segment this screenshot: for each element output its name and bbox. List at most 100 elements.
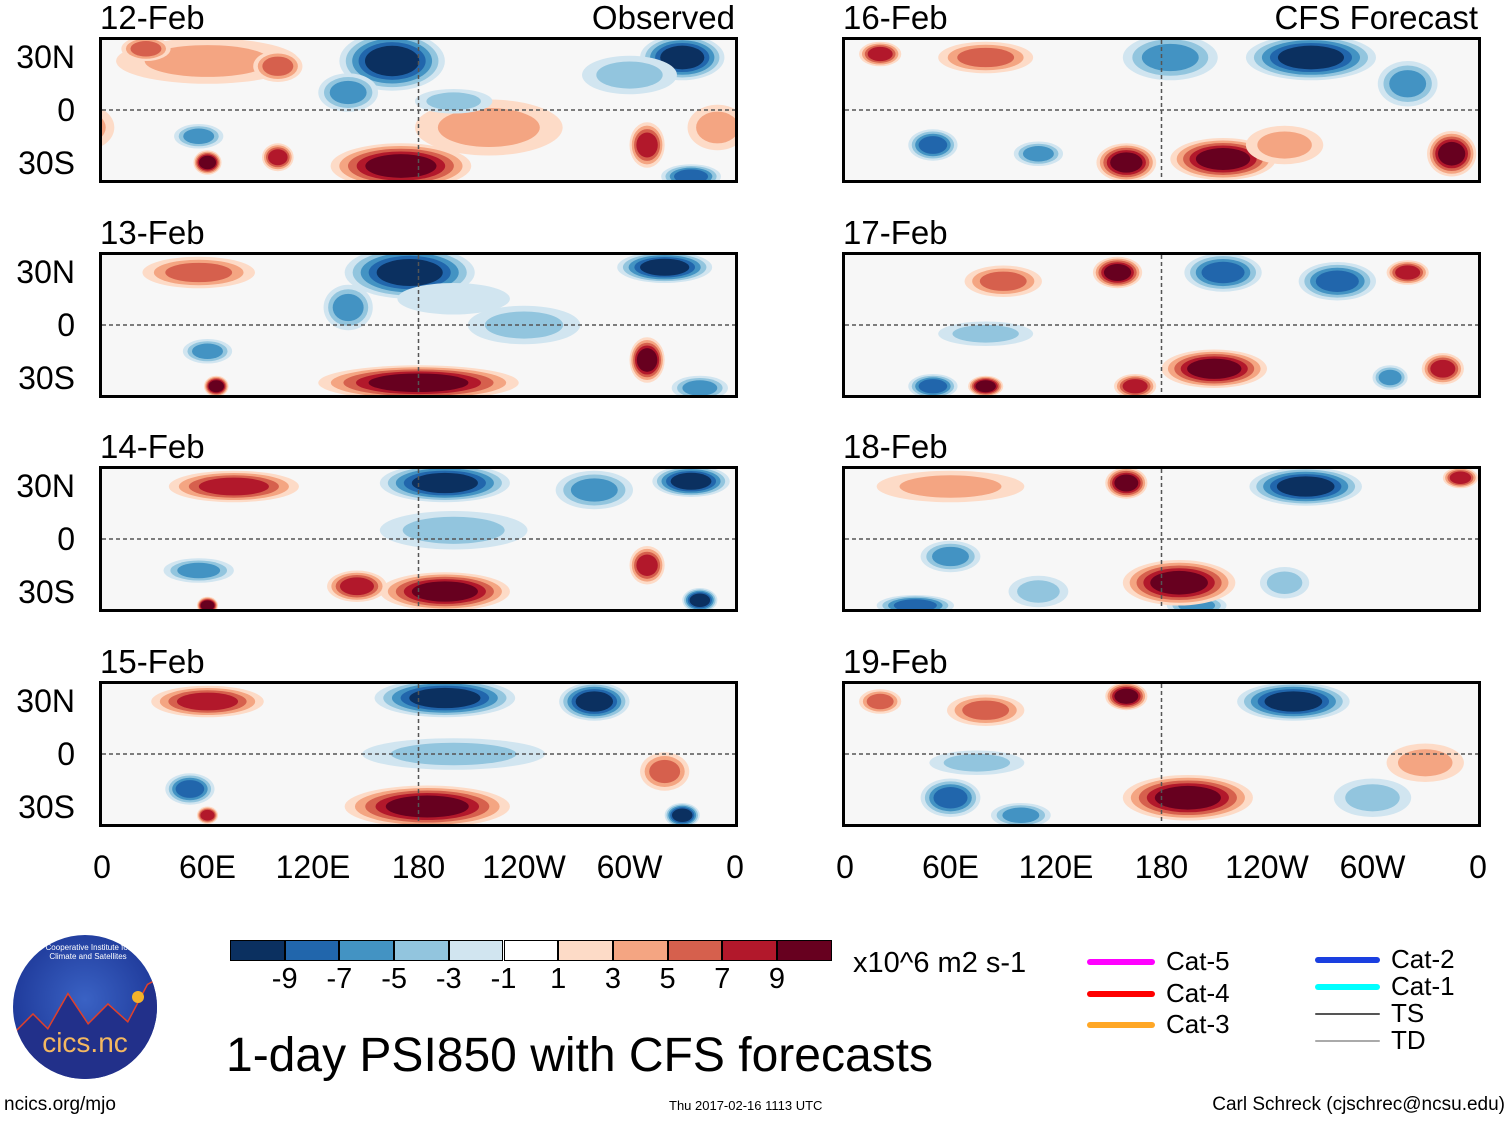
colorbar-label: 7 xyxy=(714,963,731,995)
panel-date: 15-Feb xyxy=(100,643,205,680)
anomaly-contour xyxy=(1187,358,1242,379)
lat-label: 30S xyxy=(18,145,75,181)
colorbar-label: -7 xyxy=(326,963,353,995)
anomaly-contour xyxy=(102,118,106,137)
anomaly-contour xyxy=(1437,141,1466,166)
colorbar-label: 5 xyxy=(659,963,676,995)
anomaly-contour xyxy=(1276,476,1335,497)
colorbar-label: 1 xyxy=(550,963,567,995)
storm-line-cat-5 xyxy=(1087,959,1155,965)
colorbar-swatch xyxy=(284,940,340,961)
panel-date: 16-Feb xyxy=(843,0,948,36)
lat-label: 30S xyxy=(18,789,75,825)
map-panel-16-feb xyxy=(842,37,1481,183)
storm-line-cat-2 xyxy=(1315,957,1380,963)
logo-ring-text: Cooperative Institute for Climate and Sa… xyxy=(45,943,131,961)
lon-label: 120E xyxy=(1018,849,1094,885)
figure-title: 1-day PSI850 with CFS forecasts xyxy=(226,1029,933,1082)
footer-url[interactable]: ncics.org/mjo xyxy=(4,1094,116,1115)
colorbar-label: -5 xyxy=(381,963,407,995)
storm-line-cat-3 xyxy=(1087,1022,1155,1028)
lat-label: 30S xyxy=(18,360,75,396)
anomaly-contour xyxy=(192,343,223,359)
anomaly-contour xyxy=(1257,131,1312,159)
anomaly-contour xyxy=(867,46,893,62)
storm-label: TD xyxy=(1391,1025,1426,1055)
anomaly-contour xyxy=(426,92,481,111)
anomaly-contour xyxy=(660,45,705,70)
lon-label: 60W xyxy=(596,849,663,885)
lat-label: 30N xyxy=(16,468,75,504)
anomaly-contour xyxy=(596,61,663,89)
lon-label: 60W xyxy=(1339,849,1406,885)
anomaly-contour xyxy=(636,348,658,372)
anomaly-contour xyxy=(262,56,294,76)
anomaly-contour xyxy=(636,554,658,576)
anomaly-contour xyxy=(144,45,271,77)
anomaly-contour xyxy=(339,577,374,596)
lon-label: 0 xyxy=(93,849,111,885)
anomaly-contour xyxy=(1389,70,1427,98)
storm-line-cat-1 xyxy=(1315,984,1380,990)
lat-label: 30S xyxy=(18,574,75,610)
map-panel-12-feb xyxy=(99,37,738,183)
anomaly-contour xyxy=(933,787,968,809)
psi850-field xyxy=(102,684,735,824)
anomaly-contour xyxy=(1430,359,1456,378)
anomaly-contour xyxy=(411,472,478,494)
anomaly-contour xyxy=(918,136,948,154)
anomaly-contour xyxy=(899,475,1002,498)
colorbar-swatch xyxy=(612,940,668,961)
anomaly-contour xyxy=(1397,749,1453,777)
anomaly-contour xyxy=(952,324,1019,343)
panel-source-tag: Observed xyxy=(591,0,735,36)
logo-text: cics.nc xyxy=(42,1027,128,1058)
anomaly-contour xyxy=(1277,45,1345,70)
storm-label: Cat-5 xyxy=(1166,946,1230,976)
anomaly-contour xyxy=(674,169,709,180)
colorbar-swatch xyxy=(558,940,613,961)
colorbar-swatch xyxy=(230,940,285,961)
colorbar-label: -1 xyxy=(490,963,517,995)
anomaly-contour xyxy=(1195,148,1251,170)
anomaly-contour xyxy=(670,472,712,490)
anomaly-contour xyxy=(1378,369,1402,386)
anomaly-contour xyxy=(402,516,505,544)
lat-label: 30N xyxy=(16,254,75,290)
anomaly-contour xyxy=(649,759,681,784)
psi850-field xyxy=(845,469,1478,609)
lon-label: 120W xyxy=(1225,849,1309,885)
storm-label: Cat-1 xyxy=(1391,971,1455,1001)
storm-label: Cat-2 xyxy=(1391,944,1455,974)
anomaly-contour xyxy=(570,478,618,502)
map-panel-14-feb xyxy=(99,466,738,612)
anomaly-contour xyxy=(893,599,937,609)
colorbar-swatch xyxy=(667,940,723,961)
anomaly-contour xyxy=(198,155,217,170)
anomaly-contour xyxy=(696,111,735,144)
panel-date: 14-Feb xyxy=(100,428,205,465)
anomaly-contour xyxy=(1154,785,1221,810)
lon-label: 120E xyxy=(275,849,351,885)
cics-logo: cics.nc Cooperative Institute for Climat… xyxy=(13,935,157,1079)
anomaly-contour xyxy=(397,283,510,315)
colorbar-swatch xyxy=(777,940,832,961)
lon-label: 0 xyxy=(1469,849,1487,885)
footer-timestamp: Thu 2017-02-16 1113 UTC xyxy=(669,1098,823,1113)
panel-date: 17-Feb xyxy=(843,214,948,251)
map-panel-17-feb xyxy=(842,252,1481,398)
anomaly-contour xyxy=(866,693,894,710)
lat-label: 30N xyxy=(16,39,75,75)
colorbar-label: 3 xyxy=(604,963,621,995)
lat-label: 0 xyxy=(57,736,75,772)
storm-line-td xyxy=(1315,1040,1380,1042)
anomaly-contour xyxy=(957,47,1015,68)
panel-date: 12-Feb xyxy=(100,0,205,36)
storm-label: TS xyxy=(1391,998,1425,1028)
anomaly-contour xyxy=(975,380,996,393)
storm-line-ts xyxy=(1315,1013,1380,1015)
anomaly-contour xyxy=(1114,474,1139,492)
anomaly-contour xyxy=(130,41,162,57)
anomaly-contour xyxy=(198,477,269,496)
anomaly-contour xyxy=(1150,570,1208,595)
